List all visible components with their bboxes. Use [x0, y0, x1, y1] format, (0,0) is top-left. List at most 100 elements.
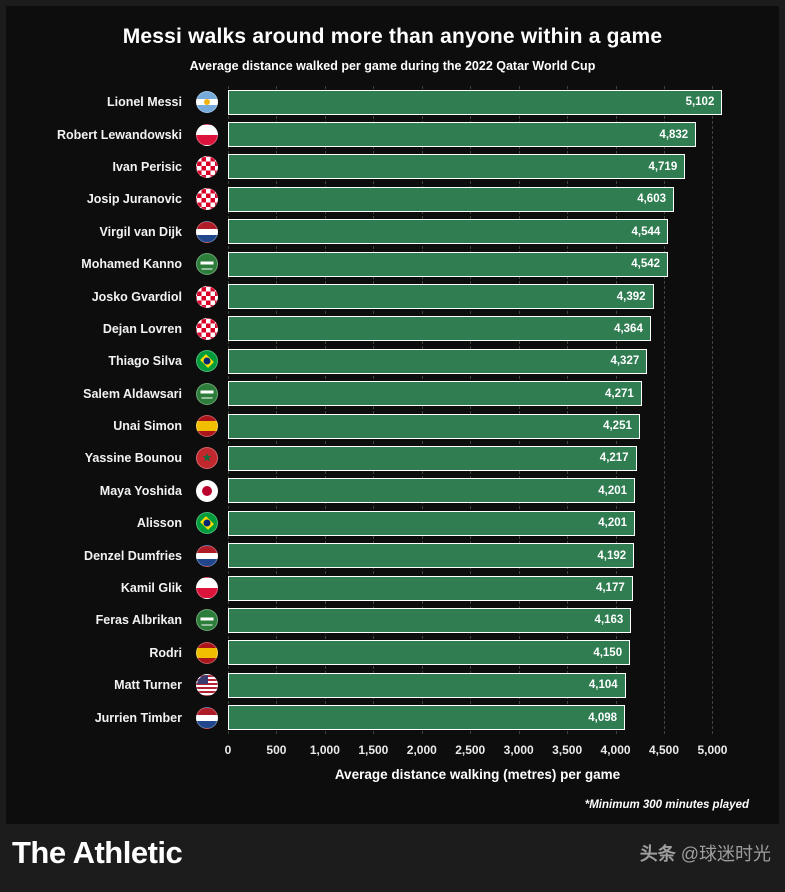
player-name: Thiago Silva	[108, 354, 182, 369]
table-row: Feras Albrikan 4,163	[6, 604, 779, 636]
bar-track: 4,177	[228, 575, 727, 601]
x-tick: 5,000	[697, 742, 728, 757]
flag-brazil-icon	[196, 512, 218, 535]
table-row: Lionel Messi 5,102	[6, 86, 779, 118]
flag-box	[186, 577, 228, 600]
gridline	[421, 86, 423, 734]
x-tick: 3,500	[552, 742, 583, 757]
flag-croatia-icon	[196, 285, 218, 308]
x-tick: 500	[266, 742, 287, 757]
bar: 4,251	[228, 413, 640, 439]
player-name: Virgil van Dijk	[99, 224, 182, 239]
flag-poland-icon	[196, 577, 218, 600]
table-row: Jurrien Timber 4,098	[6, 701, 779, 733]
x-tick: 1,000	[309, 742, 340, 757]
flag-box	[186, 350, 228, 373]
table-row: Virgil van Dijk 4,544	[6, 216, 779, 248]
bar-value: 4,364	[614, 322, 643, 335]
flag-box	[186, 706, 228, 729]
rows: Lionel Messi 5,102 Robert Lewandowski 4,832…	[6, 86, 779, 734]
table-row: Rodri 4,150	[6, 637, 779, 669]
bar-track: 4,251	[228, 413, 727, 439]
gridline	[615, 86, 617, 734]
bar: 4,542	[228, 251, 669, 277]
player-name: Matt Turner	[114, 678, 182, 693]
bar-track: 4,542	[228, 251, 727, 277]
bar: 4,544	[228, 219, 669, 245]
flag-box	[186, 512, 228, 535]
table-row: Mohamed Kanno 4,542	[6, 248, 779, 280]
chart-subtitle: Average distance walked per game during …	[189, 59, 596, 73]
bar-value: 4,192	[597, 549, 627, 562]
watermark-prefix: 头条	[639, 844, 676, 864]
bar-track: 4,832	[228, 122, 727, 148]
bar-track: 4,392	[228, 284, 727, 310]
bar-value: 4,327	[610, 355, 640, 368]
player-name: Jurrien Timber	[94, 710, 182, 725]
flag-netherlands-icon	[196, 220, 218, 243]
table-row: Unai Simon 4,251	[6, 410, 779, 442]
bar-value: 4,104	[588, 679, 618, 692]
player-name: Feras Albrikan	[95, 613, 182, 628]
table-row: Salem Aldawsari 4,271	[6, 378, 779, 410]
x-tick: 0	[224, 742, 232, 757]
player-name: Lionel Messi	[106, 95, 182, 110]
flag-box	[186, 91, 228, 114]
flag-brazil-icon	[196, 350, 218, 373]
flag-netherlands-icon	[196, 706, 218, 729]
x-tick: 2,500	[455, 742, 486, 757]
bar-value: 4,177	[595, 582, 625, 595]
flag-box	[186, 479, 228, 502]
bar-value: 4,392	[616, 290, 646, 303]
bar: 4,327	[228, 348, 648, 374]
flag-croatia-icon	[196, 188, 218, 211]
x-tick: 3,000	[503, 742, 534, 757]
x-axis: 0 500 1,000 1,500 2,000 2,500 3,000 3,500 4,000 4…	[224, 738, 728, 760]
bar: 4,163	[228, 607, 632, 633]
flag-saudi-icon	[196, 382, 218, 405]
table-row: Matt Turner 4,104	[6, 669, 779, 701]
table-row: Thiago Silva 4,327	[6, 345, 779, 377]
bar: 4,217	[228, 445, 637, 471]
bar-value: 4,544	[631, 225, 661, 238]
bar-value: 4,217	[599, 452, 629, 465]
table-row: Josko Gvardiol 4,392	[6, 280, 779, 312]
table-row: Ivan Perisic 4,719	[6, 151, 779, 183]
gridline	[567, 86, 569, 734]
the-athletic-logo: The Athletic	[12, 835, 183, 870]
footer: The Athletic 头条 @球迷时光	[0, 824, 785, 871]
bar-track: 4,719	[228, 154, 727, 180]
watermark-handle: @球迷时光	[680, 844, 771, 864]
gridline	[664, 86, 666, 734]
flag-japan-icon	[196, 479, 218, 502]
chart-card: Messi walks around more than anyone with…	[6, 6, 779, 824]
x-axis-label: Average distance walking (metres) per ga…	[334, 766, 621, 782]
x-tick: 4,000	[600, 742, 631, 757]
table-row: Josip Juranovic 4,603	[6, 183, 779, 215]
x-tick: 1,500	[358, 742, 389, 757]
flag-box	[186, 253, 228, 276]
bar: 4,832	[228, 122, 697, 148]
player-name: Unai Simon	[113, 419, 182, 434]
bar-track: 4,150	[228, 640, 727, 666]
flag-box	[186, 415, 228, 438]
bar-value: 4,271	[605, 387, 634, 400]
flag-saudi-icon	[196, 609, 218, 632]
player-name: Alisson	[136, 516, 182, 531]
plot-area: Lionel Messi 5,102 Robert Lewandowski 4,832…	[6, 86, 779, 734]
bar-value: 4,603	[637, 193, 666, 206]
bar-value: 4,163	[594, 614, 624, 627]
table-row: Robert Lewandowski 4,832	[6, 118, 779, 150]
flag-box	[186, 123, 228, 146]
flag-morocco-icon	[196, 447, 218, 470]
bar: 4,364	[228, 316, 651, 342]
flag-spain-icon	[196, 641, 218, 664]
bar-track: 4,104	[228, 672, 727, 698]
flag-box	[186, 285, 228, 308]
bar: 4,098	[228, 705, 626, 731]
bar: 4,201	[228, 510, 636, 536]
bar: 4,603	[228, 186, 674, 212]
bar: 4,150	[228, 640, 631, 666]
flag-argentina-icon	[196, 91, 218, 114]
table-row: Maya Yoshida 4,201	[6, 475, 779, 507]
